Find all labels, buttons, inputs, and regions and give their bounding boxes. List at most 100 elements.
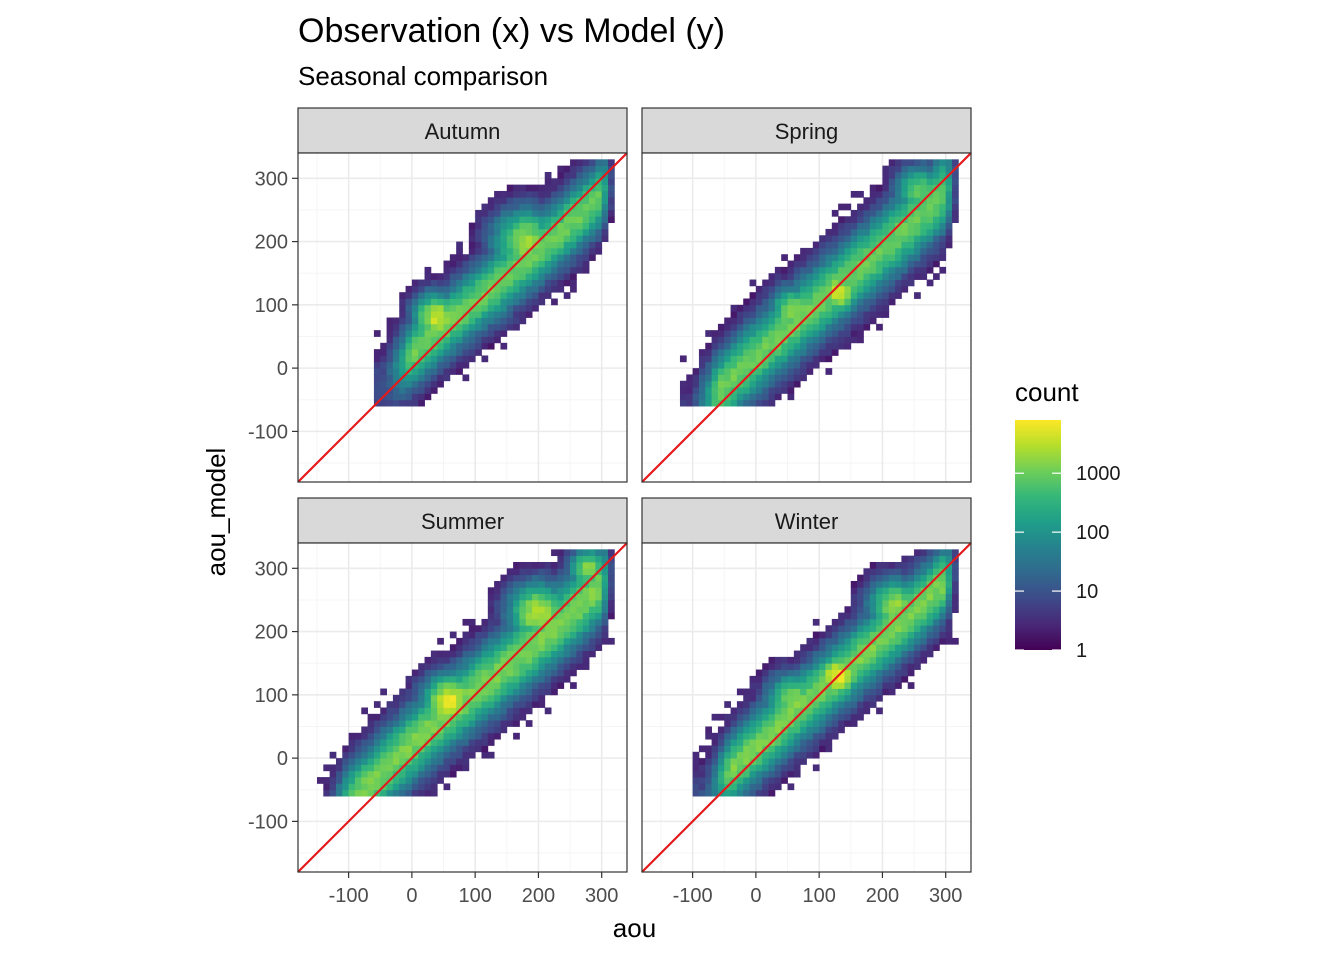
- heatmap-bin: [500, 618, 508, 626]
- heatmap-bin: [557, 165, 565, 173]
- heatmap-bin: [705, 789, 712, 797]
- heatmap-bin: [392, 789, 400, 797]
- heatmap-bin: [595, 171, 603, 179]
- heatmap-bin: [411, 342, 419, 350]
- heatmap-bin: [876, 675, 883, 683]
- heatmap-bin: [487, 197, 495, 205]
- heatmap-bin: [386, 330, 394, 337]
- heatmap-bin: [825, 650, 833, 658]
- heatmap-bin: [437, 770, 444, 778]
- heatmap-bin: [882, 644, 890, 651]
- heatmap-bin: [692, 387, 700, 394]
- heatmap-bin: [589, 247, 596, 255]
- heatmap-bin: [532, 561, 539, 569]
- heatmap-bin: [876, 637, 883, 645]
- heatmap-bin: [926, 247, 934, 255]
- heatmap-bin: [411, 285, 419, 293]
- heatmap-bin: [850, 304, 858, 312]
- heatmap-bin: [544, 669, 552, 677]
- heatmap-bin: [513, 568, 520, 576]
- heatmap-bin: [793, 298, 801, 306]
- heatmap-bin: [793, 688, 801, 696]
- heatmap-bin: [462, 751, 470, 759]
- heatmap-bin: [487, 720, 495, 727]
- heatmap-bin: [456, 336, 463, 344]
- heatmap-bin: [456, 726, 463, 734]
- heatmap-bin: [876, 197, 883, 205]
- heatmap-bin: [812, 707, 820, 715]
- heatmap-bin: [774, 770, 782, 778]
- heatmap-bin: [424, 273, 432, 280]
- heatmap-bin: [329, 751, 337, 759]
- heatmap-bin: [768, 368, 776, 375]
- heatmap-bin: [430, 298, 438, 306]
- heatmap-bin: [743, 361, 750, 369]
- heatmap-bin: [806, 279, 814, 287]
- heatmap-bin: [869, 228, 877, 236]
- heatmap-bin: [831, 330, 839, 337]
- heatmap-bin: [749, 393, 757, 401]
- heatmap-bin: [812, 739, 820, 746]
- heatmap-bin: [456, 355, 463, 363]
- heatmap-bin: [411, 783, 419, 791]
- heatmap-bin: [443, 739, 451, 746]
- heatmap-bin: [914, 254, 921, 261]
- heatmap-bin: [525, 580, 533, 588]
- heatmap-bin: [895, 574, 902, 582]
- heatmap-bin: [857, 713, 864, 721]
- heatmap-bin: [933, 273, 940, 280]
- heatmap-bin: [361, 777, 368, 784]
- heatmap-bin: [768, 355, 776, 363]
- heatmap-bin: [876, 285, 883, 293]
- heatmap-bin: [557, 235, 565, 242]
- heatmap-bin: [768, 317, 776, 325]
- heatmap-bin: [819, 745, 826, 753]
- heatmap-bin: [538, 694, 546, 702]
- heatmap-bin: [494, 216, 501, 223]
- heatmap-bin: [876, 669, 883, 677]
- heatmap-bin: [717, 361, 725, 369]
- heatmap-bin: [838, 292, 845, 299]
- heatmap-bin: [411, 726, 419, 734]
- heatmap-bin: [411, 292, 419, 299]
- heatmap-bin: [939, 625, 947, 632]
- heatmap-bin: [373, 770, 381, 778]
- heatmap-bin: [481, 222, 489, 230]
- heatmap-bin: [774, 323, 782, 331]
- heatmap-bin: [551, 228, 558, 236]
- heatmap-bin: [901, 631, 909, 639]
- heatmap-bin: [519, 266, 527, 274]
- heatmap-bin: [838, 675, 845, 683]
- heatmap-bin: [570, 644, 577, 651]
- heatmap-bin: [557, 197, 565, 205]
- heatmap-bin: [819, 726, 826, 734]
- heatmap-bin: [367, 764, 375, 772]
- heatmap-bin: [945, 555, 953, 563]
- heatmap-bin: [939, 574, 947, 582]
- heatmap-bin: [500, 694, 508, 702]
- heatmap-bin: [800, 273, 807, 280]
- heatmap-bin: [800, 758, 807, 765]
- heatmap-bin: [468, 669, 476, 677]
- heatmap-bin: [882, 203, 890, 211]
- heatmap-bin: [513, 612, 520, 620]
- heatmap-bin: [755, 285, 763, 293]
- heatmap-bin: [800, 713, 807, 721]
- heatmap-bin: [430, 720, 438, 727]
- heatmap-bin: [762, 342, 769, 350]
- heatmap-bin: [869, 184, 877, 192]
- heatmap-bin: [544, 587, 552, 595]
- heatmap-bin: [774, 720, 782, 727]
- heatmap-bin: [443, 663, 451, 670]
- heatmap-bin: [487, 336, 495, 344]
- heatmap-bin: [945, 241, 953, 249]
- heatmap-bin: [850, 701, 858, 708]
- heatmap-bin: [576, 593, 584, 601]
- heatmap-bin: [939, 197, 947, 205]
- heatmap-bin: [570, 669, 577, 677]
- heatmap-bin: [755, 726, 763, 734]
- heatmap-bin: [430, 292, 438, 299]
- heatmap-bin: [743, 368, 750, 375]
- heatmap-bin: [513, 235, 520, 242]
- heatmap-bin: [869, 574, 877, 582]
